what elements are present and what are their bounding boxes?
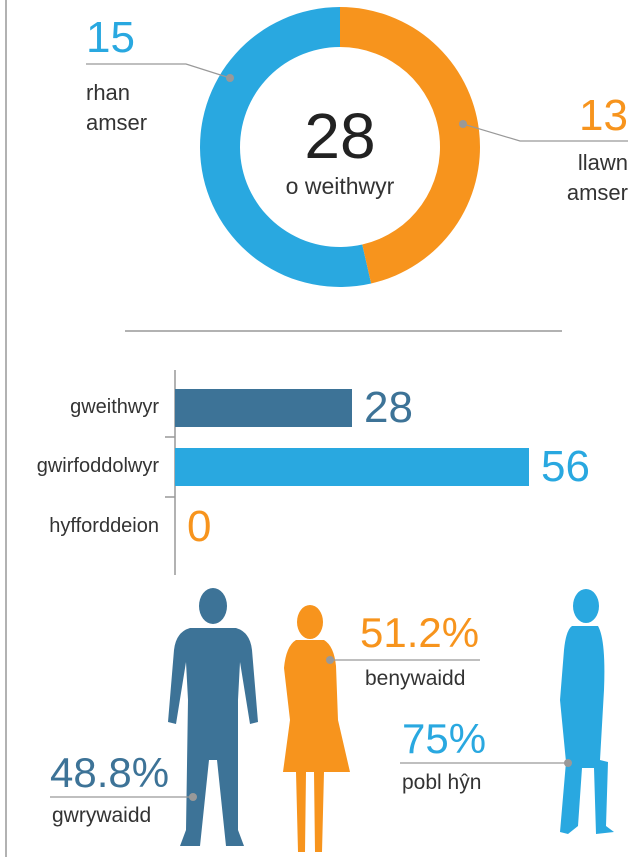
- figure: [283, 640, 350, 852]
- segment-label: rhan amser: [86, 78, 166, 138]
- value-label: 56: [541, 445, 590, 489]
- group-label: gwrywaidd: [52, 805, 151, 826]
- figure-head: [573, 589, 599, 623]
- leader-line: [86, 64, 230, 78]
- category-label: gwirfoddolwyr: [37, 456, 159, 476]
- leader-dot: [564, 759, 572, 767]
- center-value: 28: [240, 104, 440, 168]
- leader-dot: [459, 120, 467, 128]
- figure: [168, 628, 258, 846]
- category-label: hyfforddeion: [49, 516, 159, 536]
- leader-dot: [226, 74, 234, 82]
- figure: [560, 626, 614, 834]
- value-label: 28: [364, 386, 413, 430]
- percent-label: 48.8%: [50, 752, 169, 794]
- bar: [175, 448, 529, 486]
- value-label: 0: [187, 505, 211, 549]
- bar: [175, 389, 352, 427]
- figure-head: [297, 605, 323, 639]
- group-label: benywaidd: [365, 668, 465, 689]
- segment-value: 13: [579, 94, 628, 138]
- center-label: o weithwyr: [240, 175, 440, 198]
- figure-head: [199, 588, 227, 624]
- group-label: pobl hŷn: [402, 772, 481, 793]
- leader-dot: [189, 793, 197, 801]
- segment-label: llawn amser: [548, 148, 628, 208]
- leader-dot: [326, 656, 334, 664]
- infographic: 28 o weithwyr 15 rhan amser 13 llawn amser gwe…: [0, 0, 632, 857]
- percent-label: 51.2%: [360, 612, 479, 654]
- percent-label: 75%: [402, 718, 486, 760]
- category-label: gweithwyr: [70, 397, 159, 417]
- segment-value: 15: [86, 16, 135, 60]
